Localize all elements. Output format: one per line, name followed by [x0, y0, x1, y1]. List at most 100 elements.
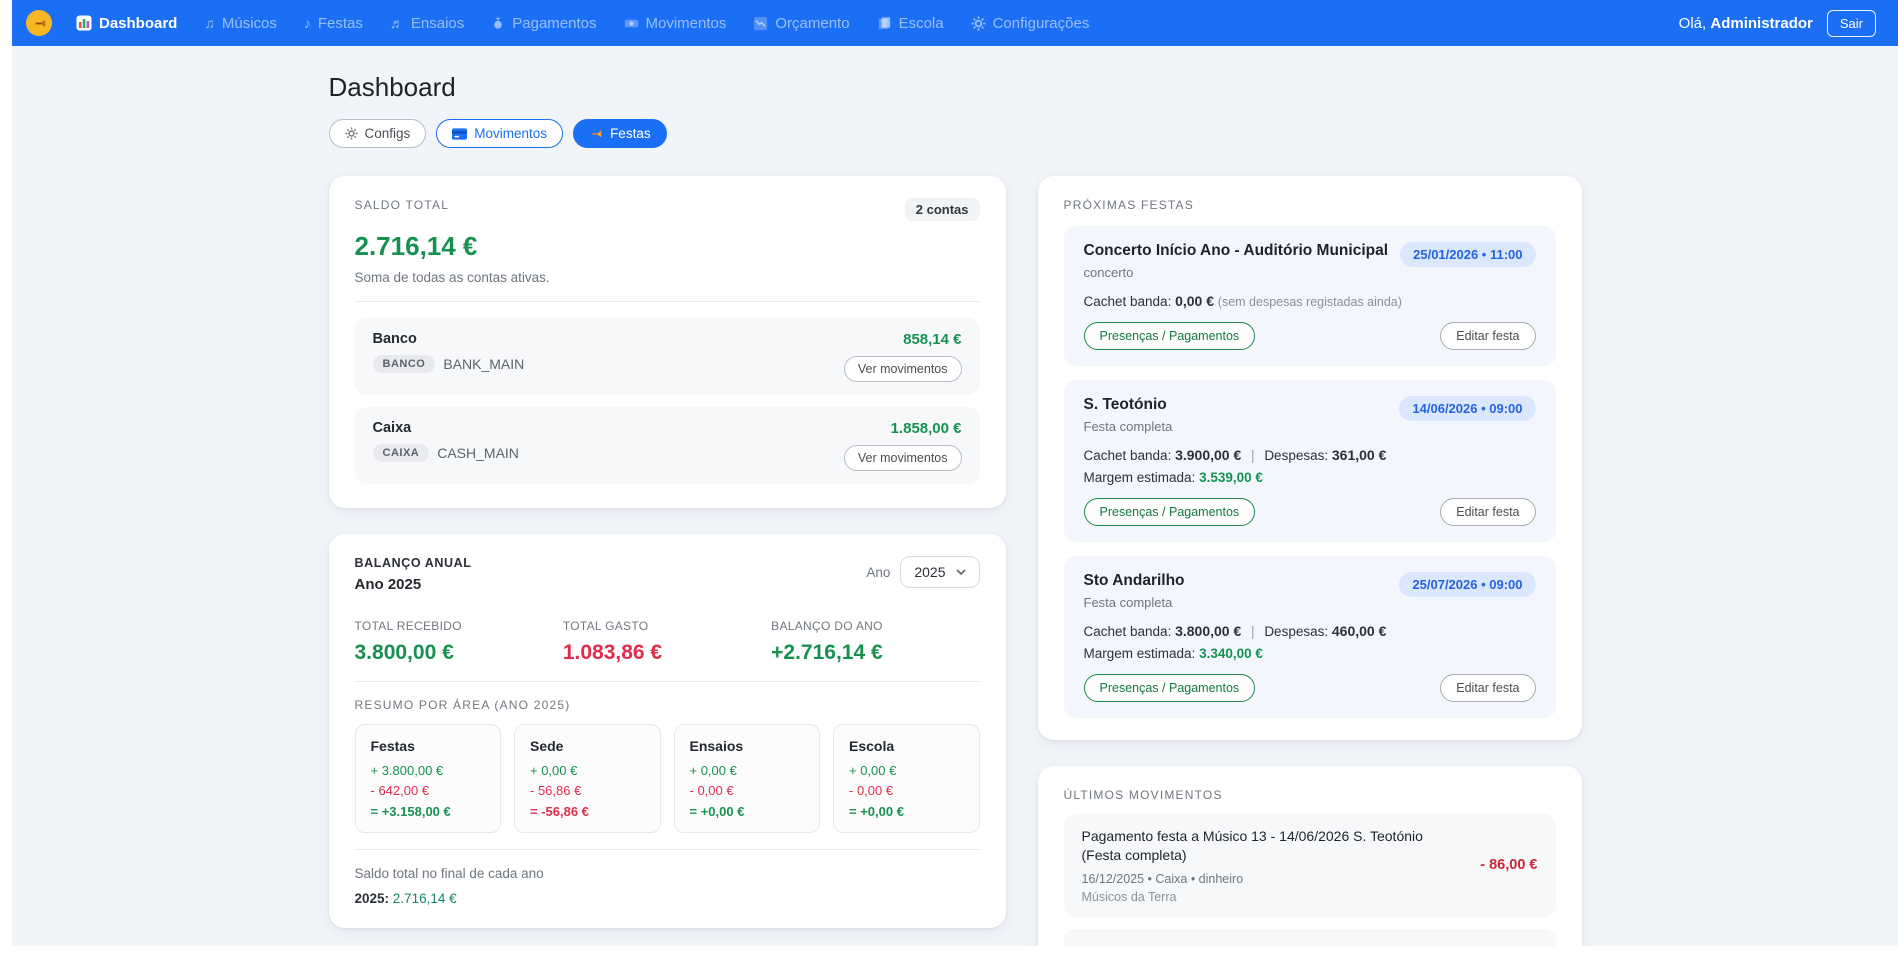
festa-cachet-line: Cachet banda: 0,00 € (sem despesas regis…: [1084, 293, 1536, 309]
annual-stats: TOTAL RECEBIDO 3.800,00 € TOTAL GASTO 1.…: [355, 619, 980, 665]
account-row-banco: Banco BANCO BANK_MAIN 858,14 € Ver movim…: [355, 318, 980, 395]
nav-item-label: Festas: [318, 15, 363, 32]
nav-item-configuracoes[interactable]: Configurações: [971, 15, 1090, 32]
nav-item-dashboard[interactable]: Dashboard: [76, 15, 177, 32]
accounts-count-badge: 2 contas: [905, 198, 980, 221]
area-net: = +3.158,00 €: [371, 804, 486, 819]
presencas-pagamentos-button[interactable]: Presenças / Pagamentos: [1084, 498, 1256, 526]
books-icon: [877, 16, 892, 31]
area-box-escola: Escola + 0,00 € - 0,00 € = +0,00 €: [833, 724, 980, 833]
user-name: Administrador: [1710, 15, 1813, 32]
account-amount: 1.858,00 €: [844, 420, 962, 437]
festa-date-badge: 14/06/2026 • 09:00: [1399, 396, 1535, 421]
balanco-year-subtitle: Ano 2025: [355, 576, 472, 593]
proximas-festas-card: PRÓXIMAS FESTAS Concerto Início Ano - Au…: [1038, 176, 1582, 740]
configs-button[interactable]: Configs: [329, 119, 427, 148]
money-bag-icon: [491, 16, 505, 30]
festa-type: concerto: [1084, 265, 1389, 280]
app-window: Dashboard ♫ Músicos ♪ Festas ♬ Ensaios P…: [12, 0, 1898, 946]
account-row-caixa: Caixa CAIXA CASH_MAIN 1.858,00 € Ver mov…: [355, 407, 980, 484]
logout-button[interactable]: Sair: [1827, 10, 1876, 37]
festa-type: Festa completa: [1084, 595, 1185, 610]
window-left-edge: [0, 0, 12, 955]
nav-item-movimentos[interactable]: Movimentos: [624, 15, 727, 32]
cachet-value: 3.900,00 €: [1175, 447, 1241, 463]
editar-festa-button[interactable]: Editar festa: [1440, 674, 1535, 702]
festa-name: Sto Andarilho: [1084, 572, 1185, 590]
festa-cachet-line: Cachet banda: 3.800,00 € | Despesas: 460…: [1084, 623, 1536, 639]
presencas-pagamentos-button[interactable]: Presenças / Pagamentos: [1084, 674, 1256, 702]
musical-score-icon: ♬: [390, 16, 404, 30]
area-box-ensaios: Ensaios + 0,00 € - 0,00 € = +0,00 €: [674, 724, 821, 833]
movement-meta: 16/12/2025 • Caixa • dinheiro: [1082, 872, 1465, 886]
festa-item: S. Teotónio Festa completa 14/06/2026 • …: [1064, 380, 1556, 542]
nav-item-label: Músicos: [222, 15, 277, 32]
presencas-pagamentos-button[interactable]: Presenças / Pagamentos: [1084, 322, 1256, 350]
festa-date-badge: 25/01/2026 • 11:00: [1400, 242, 1535, 267]
account-code: BANK_MAIN: [443, 356, 524, 372]
stat-label: TOTAL GASTO: [563, 619, 719, 633]
margem-label: Margem estimada:: [1084, 646, 1196, 661]
movimentos-card-title: ÚLTIMOS MOVIMENTOS: [1064, 788, 1556, 802]
festas-button[interactable]: Festas: [573, 119, 667, 148]
stat-label: TOTAL RECEBIDO: [355, 619, 511, 633]
festa-margem-line: Margem estimada: 3.539,00 €: [1084, 470, 1536, 485]
ver-movimentos-button[interactable]: Ver movimentos: [844, 445, 962, 471]
area-name: Festas: [371, 738, 486, 754]
festa-name: S. Teotónio: [1084, 396, 1173, 414]
saldo-subtitle: Soma de todas as contas ativas.: [355, 270, 980, 285]
nav-item-label: Configurações: [993, 15, 1090, 32]
area-in: + 0,00 €: [530, 763, 645, 778]
nav-item-escola[interactable]: Escola: [877, 15, 944, 32]
stat-value-recebido: 3.800,00 €: [355, 641, 511, 665]
movimentos-button[interactable]: Movimentos: [436, 119, 563, 148]
movement-title: Pagamento festa a Músico 13 - 14/06/2026…: [1082, 827, 1465, 865]
saldo-total-card: SALDO TOTAL 2 contas 2.716,14 € Soma de …: [329, 176, 1006, 508]
cachet-value: 3.800,00 €: [1175, 623, 1241, 639]
area-out: - 0,00 €: [849, 783, 964, 798]
movement-row: Pagamento festa a Músico 17 - 25/07/2026…: [1064, 929, 1556, 946]
margem-label: Margem estimada:: [1084, 470, 1196, 485]
festa-date-badge: 25/07/2026 • 09:00: [1399, 572, 1535, 597]
nav-item-label: Pagamentos: [512, 15, 596, 32]
editar-festa-button[interactable]: Editar festa: [1440, 498, 1535, 526]
cachet-label: Cachet banda:: [1084, 294, 1172, 309]
year-select[interactable]: 2025: [900, 556, 979, 588]
nav-item-label: Dashboard: [99, 15, 177, 32]
banknote-icon: [624, 16, 639, 31]
festas-button-label: Festas: [610, 126, 651, 141]
app-logo-trumpet-icon: [26, 10, 52, 36]
area-net: = +0,00 €: [849, 804, 964, 819]
gear-icon: [345, 127, 358, 140]
divider: [355, 849, 980, 850]
saldo-final-value: 2.716,14 €: [393, 891, 457, 906]
saxophone-icon: ♪: [304, 16, 311, 30]
area-in: + 3.800,00 €: [371, 763, 486, 778]
account-name: Caixa: [373, 420, 519, 436]
resumo-area-title: RESUMO POR ÁREA (ANO 2025): [355, 698, 980, 712]
saldo-total-value: 2.716,14 €: [355, 231, 980, 262]
editar-festa-button[interactable]: Editar festa: [1440, 322, 1535, 350]
year-label: Ano: [866, 565, 890, 580]
nav-item-orcamento[interactable]: Orçamento: [753, 15, 849, 32]
quick-buttons: Configs Movimentos Festas: [329, 119, 1582, 148]
account-type-badge: BANCO: [373, 355, 436, 373]
greeting-prefix: Olá,: [1679, 15, 1707, 32]
nav-item-festas[interactable]: ♪ Festas: [304, 15, 363, 32]
separator: |: [1251, 624, 1255, 639]
stat-label: BALANÇO DO ANO: [771, 619, 927, 633]
account-code: CASH_MAIN: [437, 445, 519, 461]
nav-item-ensaios[interactable]: ♬ Ensaios: [390, 15, 464, 32]
despesas-value: 361,00 €: [1332, 447, 1387, 463]
festa-name: Concerto Início Ano - Auditório Municipa…: [1084, 242, 1389, 260]
nav-item-pagamentos[interactable]: Pagamentos: [491, 15, 596, 32]
area-out: - 0,00 €: [690, 783, 805, 798]
margem-value: 3.539,00 €: [1199, 470, 1263, 485]
nav-item-musicos[interactable]: ♫ Músicos: [204, 15, 277, 32]
area-out: - 642,00 €: [371, 783, 486, 798]
area-name: Sede: [530, 738, 645, 754]
movement-entity: Músicos da Terra: [1082, 890, 1465, 904]
page-title: Dashboard: [329, 72, 1582, 103]
divider: [355, 301, 980, 302]
ver-movimentos-button[interactable]: Ver movimentos: [844, 356, 962, 382]
